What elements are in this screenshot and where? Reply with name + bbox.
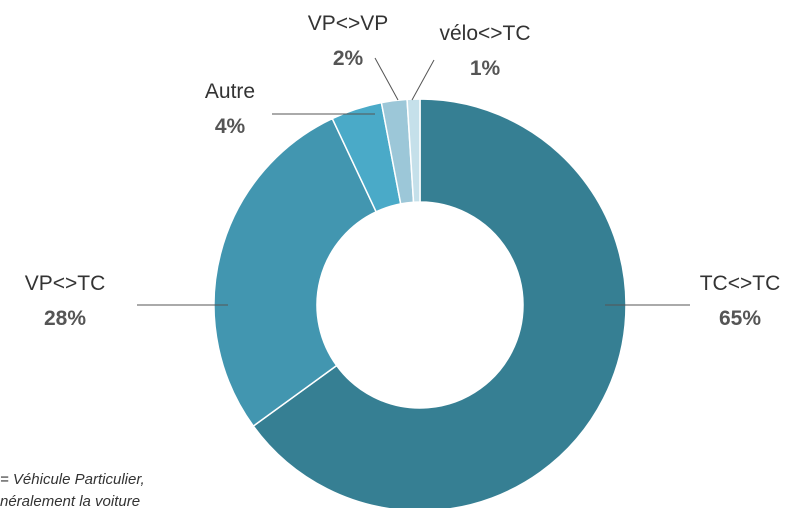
value-label: 4% bbox=[215, 115, 246, 138]
donut-slice bbox=[252, 98, 627, 508]
slice-label: vélo<>TC bbox=[439, 22, 530, 45]
donut-slice bbox=[213, 117, 378, 428]
leader-line bbox=[411, 59, 435, 101]
donut-slice bbox=[406, 98, 421, 203]
slice-label: Autre bbox=[205, 80, 255, 103]
value-label: 1% bbox=[470, 57, 501, 80]
leader-line bbox=[374, 57, 399, 101]
value-label: 28% bbox=[44, 307, 86, 330]
footnote: néralement la voiture bbox=[0, 493, 140, 508]
slice-label: VP<>TC bbox=[25, 272, 106, 295]
slice-label: TC<>TC bbox=[700, 272, 781, 295]
value-label: 65% bbox=[719, 307, 761, 330]
footnote: = Véhicule Particulier, bbox=[0, 471, 145, 488]
value-label: 2% bbox=[333, 47, 364, 70]
slice-label: VP<>VP bbox=[308, 12, 389, 35]
